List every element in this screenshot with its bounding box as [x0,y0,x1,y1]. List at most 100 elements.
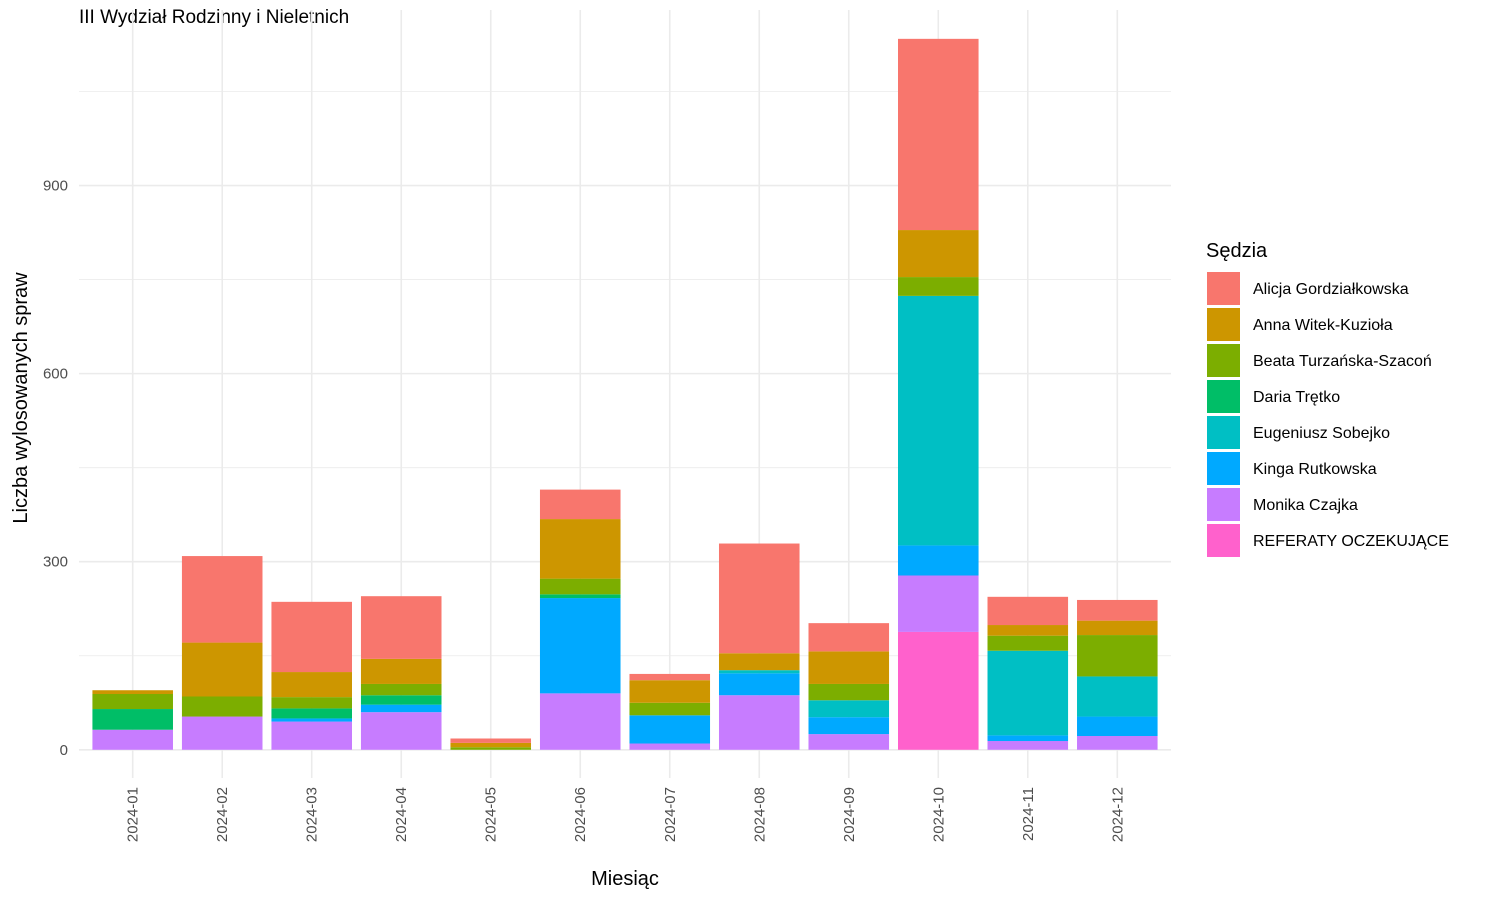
bar-segment [718,695,800,750]
bar-segment [539,598,621,694]
bar-segment [360,683,442,696]
bar-segment [271,708,352,719]
legend-key [1207,344,1240,377]
bar-segment [987,741,1069,750]
bar-segment [987,596,1069,626]
legend-key [1207,380,1240,413]
legend-label: Monika Czajka [1253,497,1358,514]
bar-segment [181,716,263,750]
bar-segment [808,651,890,684]
bar-segment [92,709,173,730]
bar-segment [898,545,979,576]
y-tick-label: 300 [43,554,68,571]
x-tick-label: 2024-10 [930,787,947,842]
bar-segment [92,729,173,750]
bar-segment [1077,635,1158,677]
bar-segment [629,680,711,703]
x-axis-title: Miesiąc [591,868,659,890]
bar-segment [898,38,979,231]
bar-segment [450,742,532,748]
x-axis-ticks: 2024-01 2024-02 2024-03 2024-04 2024-05 2024-… [125,787,1127,842]
x-tick-label: 2024-05 [483,787,500,842]
bar-segment [1077,716,1158,736]
bar-segment [808,683,890,701]
bar-segment [271,697,352,709]
bar-segment [718,543,800,654]
legend-label: Daria Trętko [1253,389,1340,406]
y-tick-label: 0 [60,742,68,759]
bar-segment [181,642,263,697]
bar-segment [987,650,1069,736]
bar-segment [450,747,532,750]
legend-label: Eugeniusz Sobejko [1253,425,1390,442]
bar-segment [271,718,352,722]
legend-key [1207,272,1240,305]
legend-label: Anna Witek-Kuzioła [1253,317,1393,334]
x-tick-label: 2024-08 [751,787,768,842]
bar-segment [539,594,621,599]
bar-segment [898,295,979,546]
legend-label: Kinga Rutkowska [1253,461,1377,478]
bar-segment [629,743,711,750]
bar-segment [898,631,979,750]
legend-key [1207,308,1240,341]
bar-segment [808,734,890,750]
legend-key [1207,416,1240,449]
bar-segment [629,673,711,681]
bar-segment [898,230,979,278]
bar-segment [808,623,890,652]
bar-segment [360,704,442,713]
bar-segment [181,556,263,643]
bar-segment [718,670,800,674]
y-tick-label: 600 [43,366,68,383]
legend-label: Beata Turzańska-Szacoń [1253,353,1432,370]
bar-segment [808,717,890,735]
bar-segment [360,712,442,750]
legend-label: Alicja Gordziałkowska [1253,281,1409,298]
x-tick-label: 2024-12 [1109,787,1126,842]
bar-segment [898,277,979,296]
bar-segment [271,672,352,698]
x-tick-label: 2024-06 [572,787,589,842]
x-tick-label: 2024-07 [662,787,679,842]
legend-key [1207,524,1240,557]
bar-segment [718,653,800,671]
bar-segment [360,596,442,659]
bar-segment [898,575,979,632]
legend-key [1207,452,1240,485]
x-tick-label: 2024-01 [125,787,142,842]
y-axis-title: Liczba wylosowanych spraw [10,272,32,524]
legend-key [1207,488,1240,521]
bar-segment [539,489,621,520]
bar-segment [539,578,621,595]
bar-segment [718,673,800,696]
bar-segment [987,635,1069,651]
legend-label: REFERATY OCZEKUJĄCE [1253,533,1449,550]
legend: Sędzia Alicja Gordziałkowska Anna Witek-K… [1206,240,1449,557]
bar-segment [987,625,1069,636]
bar-segment [1077,599,1158,621]
bar-segment [360,658,442,684]
bar-segment [181,696,263,717]
chart-title: III Wydział Rodzinny i Nieletnich [79,7,350,28]
bar-segment [808,700,890,718]
x-tick-label: 2024-03 [304,787,321,842]
legend-title: Sędzia [1206,240,1268,262]
bars [92,38,1158,750]
bar-segment [629,702,711,716]
bar-segment [271,601,352,673]
bar-segment [629,715,711,744]
bar-segment [539,519,621,579]
bar-segment [92,693,173,710]
bar-segment [92,690,173,694]
bar-segment [1077,620,1158,636]
x-tick-label: 2024-04 [393,787,410,842]
y-tick-label: 900 [43,178,68,195]
bar-segment [1077,735,1158,750]
bar-segment [450,738,532,743]
bar-segment [1077,676,1158,717]
bar-segment [539,693,621,750]
bar-segment [360,695,442,705]
bar-segment [271,721,352,750]
